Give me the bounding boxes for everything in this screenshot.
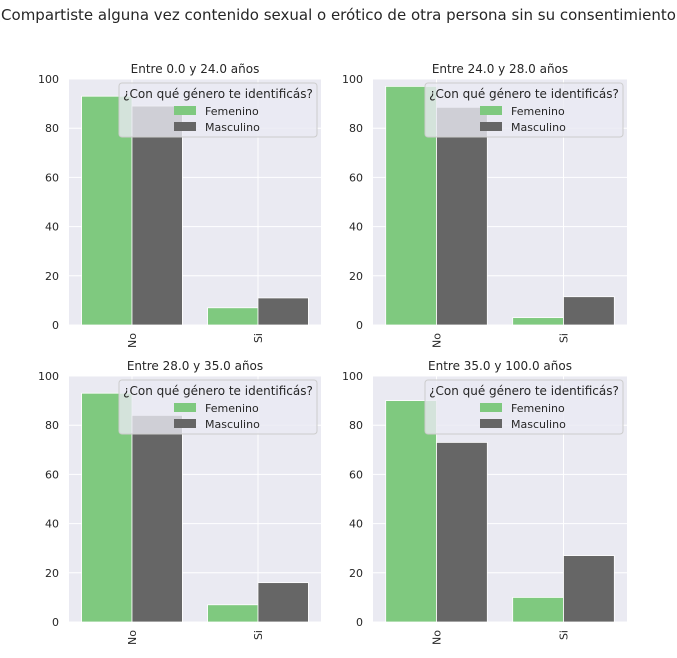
x-tick-label: No [126,333,139,348]
legend-label-masculino: Masculino [511,121,566,134]
y-tick-label: 80 [45,122,59,135]
legend-label-masculino: Masculino [511,418,566,431]
legend-box [424,82,624,138]
subplot-title: Entre 28.0 y 35.0 años [127,359,263,373]
y-tick-label: 20 [349,270,363,283]
y-tick-label: 20 [45,567,59,580]
legend-box [424,379,624,435]
subplot-3: 0 20 40 60 80 100 No Si Entre 28.0 y 35.0 años ¿C… [38,359,321,645]
legend: ¿Con qué género te identificás? Femenino M… [424,82,624,138]
x-tick-label: No [431,333,444,348]
bar-masculino-si [257,297,309,326]
bar-masculino-si [563,296,615,326]
legend-swatch-femenino [480,403,502,412]
subplot-title: Entre 24.0 y 28.0 años [432,62,568,76]
y-tick-label: 100 [342,73,363,86]
legend-swatch-femenino [174,403,196,412]
legend-title: ¿Con qué género te identificás? [429,384,619,398]
legend-swatch-femenino [174,106,196,115]
x-tick-label: No [431,630,444,645]
legend-label-masculino: Masculino [205,121,260,134]
legend-label-femenino: Femenino [511,402,565,415]
y-tick-label: 60 [349,171,363,184]
y-tick-label: 20 [349,567,363,580]
legend: ¿Con qué género te identificás? Femenino M… [118,379,318,435]
legend-box [118,82,318,138]
legend: ¿Con qué género te identificás? Femenino M… [118,82,318,138]
legend-label-femenino: Femenino [511,105,565,118]
y-tick-label: 80 [45,419,59,432]
y-tick-label: 100 [38,370,59,383]
y-tick-label: 20 [45,270,59,283]
y-tick-label: 40 [349,221,363,234]
legend-title: ¿Con qué género te identificás? [123,384,313,398]
y-tick-label: 80 [349,419,363,432]
legend-swatch-femenino [480,106,502,115]
y-tick-label: 60 [349,468,363,481]
subplot-2: 0 20 40 60 80 100 No Si Entre 24.0 y 28.0 años ¿C… [342,62,627,348]
legend-swatch-masculino [174,419,196,428]
bar-femenino-si [207,604,259,623]
y-tick-label: 60 [45,171,59,184]
subplot-4: 0 20 40 60 80 100 No Si Entre 35.0 y 100.0 años ¿… [342,359,627,645]
legend-swatch-masculino [480,419,502,428]
y-tick-label: 40 [45,221,59,234]
subplot-title: Entre 0.0 y 24.0 años [131,62,260,76]
legend-label-femenino: Femenino [205,402,259,415]
y-tick-label: 0 [52,616,59,629]
bar-femenino-no [385,400,437,623]
y-tick-label: 60 [45,468,59,481]
bar-masculino-no [436,442,488,623]
legend-swatch-masculino [480,122,502,131]
y-tick-label: 0 [356,616,363,629]
y-tick-label: 40 [45,518,59,531]
legend-title: ¿Con qué género te identificás? [429,87,619,101]
bar-masculino-si [257,582,309,623]
bar-masculino-no [131,105,183,326]
y-tick-label: 100 [38,73,59,86]
y-tick-label: 80 [349,122,363,135]
y-tick-label: 0 [356,319,363,332]
legend-label-femenino: Femenino [205,105,259,118]
bar-masculino-si [563,555,615,623]
bar-femenino-si [512,317,564,326]
x-tick-label: Si [558,630,571,640]
legend: ¿Con qué género te identificás? Femenino M… [424,379,624,435]
bar-femenino-si [207,307,259,326]
bar-masculino-no [436,106,488,326]
x-tick-label: Si [252,333,265,343]
subplot-1: 0 20 40 60 80 100 No Si Entre 0.0 y 24.0 años ¿Co… [38,62,321,348]
x-tick-label: Si [252,630,265,640]
bar-femenino-si [512,597,564,623]
subplot-title: Entre 35.0 y 100.0 años [428,359,572,373]
legend-title: ¿Con qué género te identificás? [123,87,313,101]
legend-box [118,379,318,435]
x-tick-label: Si [558,333,571,343]
legend-swatch-masculino [174,122,196,131]
legend-label-masculino: Masculino [205,418,260,431]
figure-title: ¿Compartiste alguna vez contenido sexual… [0,6,677,24]
x-tick-label: No [126,630,139,645]
y-tick-label: 0 [52,319,59,332]
bar-masculino-no [131,414,183,623]
y-tick-label: 100 [342,370,363,383]
y-tick-label: 40 [349,518,363,531]
